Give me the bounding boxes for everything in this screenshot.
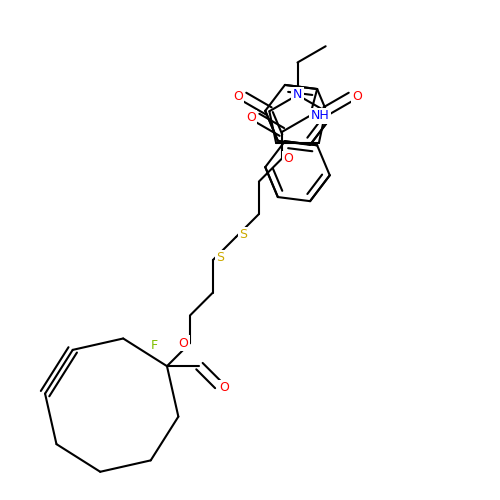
Text: O: O [246, 111, 256, 124]
Text: O: O [233, 90, 243, 103]
Text: O: O [178, 336, 188, 349]
Text: S: S [216, 251, 224, 264]
Text: F: F [151, 338, 158, 351]
Text: O: O [283, 152, 293, 165]
Text: O: O [352, 90, 362, 103]
Text: O: O [220, 381, 229, 394]
Text: S: S [240, 228, 248, 241]
Text: NH: NH [310, 109, 330, 122]
Text: N: N [293, 88, 302, 102]
